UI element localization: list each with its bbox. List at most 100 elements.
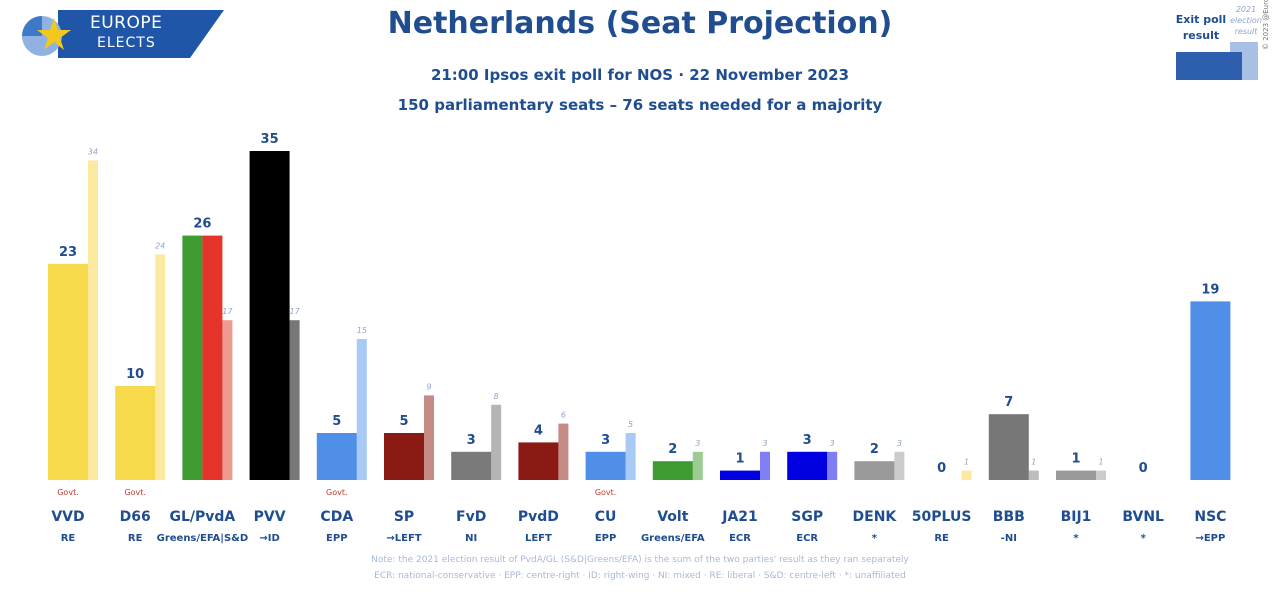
bar-ja21 xyxy=(720,470,760,480)
prev-value-label-gl-pvda: 17 xyxy=(222,307,233,316)
category-label-vvd: VVD xyxy=(51,509,84,525)
group-label-bij1: * xyxy=(1073,533,1079,544)
footnote-group-legend: ECR: national-conservative · EPP: centre… xyxy=(374,571,906,581)
category-label-volt: Volt xyxy=(657,509,688,525)
europe-elects-logo xyxy=(22,10,224,58)
header: EUROPE ELECTS Netherlands (Seat Projecti… xyxy=(0,0,1280,120)
group-label-denk: * xyxy=(872,533,878,544)
bar-cu xyxy=(585,451,626,480)
prev-bar-d66 xyxy=(155,254,166,480)
copyright-text: © 2023 @EuropeElects xyxy=(1262,0,1270,50)
category-label-bij1: BIJ1 xyxy=(1061,509,1092,525)
category-label-fvd: FvD xyxy=(456,509,486,525)
prev-bar-sp xyxy=(424,395,434,480)
category-label-nsc: NSC xyxy=(1194,509,1226,525)
prev-bar-sgp xyxy=(827,451,838,480)
bar-gl-pvda-pvda xyxy=(202,235,223,480)
bar-volt xyxy=(652,461,693,480)
bar-pvdd xyxy=(518,442,559,480)
prev-bar-vvd xyxy=(88,160,98,480)
bar-bij1 xyxy=(1056,470,1096,480)
value-label-volt: 2 xyxy=(668,442,677,457)
prev-value-label-denk: 3 xyxy=(897,439,902,448)
prev-bar-fvd xyxy=(491,404,502,480)
prev-value-label-fvd: 8 xyxy=(494,392,499,401)
bar-d66 xyxy=(115,386,156,480)
category-label-bvnl: BVNL xyxy=(1122,509,1164,525)
prev-bar-ja21 xyxy=(760,451,770,480)
prev-value-label-50plus: 1 xyxy=(964,458,969,467)
value-label-sgp: 3 xyxy=(803,433,812,448)
bar-sgp xyxy=(787,451,828,480)
category-label-50plus: 50PLUS xyxy=(912,509,972,525)
value-label-vvd: 23 xyxy=(59,245,77,260)
value-label-pvdd: 4 xyxy=(534,423,543,438)
seat-projection-chart: 3423Govt.VVDRE2410Govt.D66RE1726GL/PvdAG… xyxy=(48,132,1231,544)
category-label-d66: D66 xyxy=(120,509,151,525)
value-label-sp: 5 xyxy=(399,414,408,429)
chart-subtitle-poll: 21:00 Ipsos exit poll for NOS · 22 Novem… xyxy=(430,66,850,84)
group-label-cu: EPP xyxy=(595,533,617,544)
category-label-sgp: SGP xyxy=(791,509,823,525)
value-label-d66: 10 xyxy=(126,367,144,382)
prev-value-label-pvv: 17 xyxy=(290,307,301,316)
bar-gl-pvda-gl xyxy=(182,235,203,480)
prev-value-label-bij1: 1 xyxy=(1098,458,1103,467)
prev-bar-cda xyxy=(356,339,367,480)
category-label-pvv: PVV xyxy=(254,509,286,525)
category-label-cda: CDA xyxy=(320,509,353,525)
category-label-denk: DENK xyxy=(853,509,898,525)
govt-label-cda: Govt. xyxy=(326,488,348,497)
value-label-cda: 5 xyxy=(332,414,341,429)
group-label-vvd: RE xyxy=(61,533,76,544)
category-label-ja21: JA21 xyxy=(721,509,758,525)
prev-bar-gl-pvda xyxy=(222,320,233,480)
group-label-sgp: ECR xyxy=(796,533,818,544)
bar-fvd xyxy=(451,451,492,480)
value-label-bbb: 7 xyxy=(1004,395,1013,410)
prev-value-label-cda: 15 xyxy=(357,326,367,335)
group-label-d66: RE xyxy=(128,533,143,544)
bar-nsc xyxy=(1190,301,1231,480)
legend-swatch xyxy=(1176,42,1258,80)
value-label-fvd: 3 xyxy=(467,433,476,448)
govt-label-cu: Govt. xyxy=(595,488,617,497)
logo-subtext: ELECTS xyxy=(97,35,156,51)
group-label-volt: Greens/EFA xyxy=(641,533,705,544)
category-label-bbb: BBB xyxy=(993,509,1025,525)
category-label-pvdd: PvdD xyxy=(518,509,559,525)
prev-bar-denk xyxy=(894,451,905,480)
prev-bar-pvdd xyxy=(558,423,569,480)
value-label-denk: 2 xyxy=(870,442,879,457)
chart-title: Netherlands (Seat Projection) xyxy=(387,6,893,41)
value-label-ja21: 1 xyxy=(735,452,744,467)
govt-label-vvd: Govt. xyxy=(57,488,79,497)
prev-value-label-volt: 3 xyxy=(695,439,700,448)
group-label-pvv: →ID xyxy=(259,533,279,544)
footnote-2021-note: Note: the 2021 election result of PvdA/G… xyxy=(371,555,909,565)
value-label-gl-pvda: 26 xyxy=(193,217,211,232)
bar-bbb xyxy=(988,414,1029,480)
value-label-nsc: 19 xyxy=(1201,282,1219,297)
value-label-cu: 3 xyxy=(601,433,610,448)
prev-value-label-pvdd: 6 xyxy=(561,411,566,420)
footnotes: Note: the 2021 election result of PvdA/G… xyxy=(0,552,1280,584)
value-label-bij1: 1 xyxy=(1071,452,1080,467)
group-label-bbb: -NI xyxy=(1001,533,1017,544)
legend-previous-result-label: 2021 election result xyxy=(1230,5,1262,36)
category-label-sp: SP xyxy=(394,509,414,525)
logo-text: EUROPE xyxy=(90,13,163,33)
group-label-nsc: →EPP xyxy=(1195,533,1225,544)
prev-value-label-ja21: 3 xyxy=(762,439,767,448)
prev-bar-bbb xyxy=(1028,470,1039,480)
prev-bar-pvv xyxy=(289,320,300,480)
value-label-50plus: 0 xyxy=(937,461,946,476)
group-label-cda: EPP xyxy=(326,533,348,544)
group-label-ja21: ECR xyxy=(729,533,751,544)
group-label-gl-pvda: Greens/EFA|S&D xyxy=(157,533,249,544)
group-label-fvd: NI xyxy=(465,533,477,544)
prev-bar-bij1 xyxy=(1096,470,1106,480)
prev-bar-volt xyxy=(692,451,703,480)
bar-pvv xyxy=(249,151,290,480)
prev-value-label-vvd: 34 xyxy=(88,147,98,156)
